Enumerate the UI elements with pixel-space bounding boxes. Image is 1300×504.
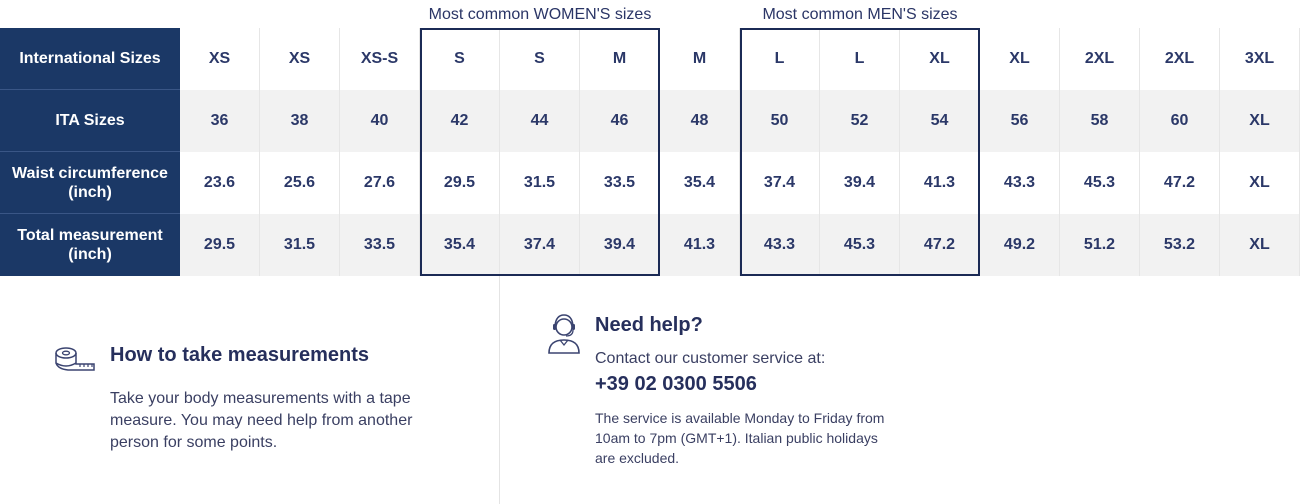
- table-cell: S: [500, 28, 580, 90]
- table-cell: 56: [980, 90, 1060, 152]
- table-cell: XL: [1220, 152, 1300, 214]
- section-divider: [499, 276, 500, 504]
- table-cell: 38: [260, 90, 340, 152]
- table-cell: 3XL: [1220, 28, 1300, 90]
- table-cell: 45.3: [820, 214, 900, 276]
- table-cell: XS-S: [340, 28, 420, 90]
- table-row: Waist circumference (inch) 23.6 25.6 27.6 29…: [0, 152, 1300, 214]
- table-cell: 44: [500, 90, 580, 152]
- table-cell: 41.3: [660, 214, 740, 276]
- table-cell: XS: [180, 28, 260, 90]
- table-cell: 53.2: [1140, 214, 1220, 276]
- table-cell: 39.4: [820, 152, 900, 214]
- table-cell: 36: [180, 90, 260, 152]
- table-cell: 41.3: [900, 152, 980, 214]
- measure-text: Take your body measurements with a tape …: [110, 390, 413, 451]
- table-cell: 2XL: [1140, 28, 1220, 90]
- table-cell: XL: [980, 28, 1060, 90]
- table-cell: 31.5: [260, 214, 340, 276]
- table-row: ITA Sizes 36 38 40 42 44 46 48 50 52 54 56 58 60 XL: [0, 90, 1300, 152]
- table-cell: 52: [820, 90, 900, 152]
- table-cell: 31.5: [500, 152, 580, 214]
- table-cell: 58: [1060, 90, 1140, 152]
- table-cell: XL: [1220, 214, 1300, 276]
- table-cell: 37.4: [500, 214, 580, 276]
- table-cell: 35.4: [660, 152, 740, 214]
- table-cell: 48: [660, 90, 740, 152]
- table-cell: 60: [1140, 90, 1220, 152]
- women-sizes-caption: Most common WOMEN'S sizes: [428, 6, 652, 23]
- table-cell: 37.4: [740, 152, 820, 214]
- tape-measure-icon: [54, 344, 96, 374]
- table-cell: 35.4: [420, 214, 500, 276]
- table-cell: L: [820, 28, 900, 90]
- help-contact-text: Contact our customer service at:: [595, 350, 826, 367]
- men-sizes-caption: Most common MEN'S sizes: [762, 6, 958, 23]
- table-cell: 46: [580, 90, 660, 152]
- row-header: International Sizes: [0, 28, 180, 90]
- customer-service-icon: [546, 312, 582, 354]
- table-cell: 40: [340, 90, 420, 152]
- table-cell: 49.2: [980, 214, 1060, 276]
- table-cell: 25.6: [260, 152, 340, 214]
- table-cell: 43.3: [740, 214, 820, 276]
- table-cell: 29.5: [180, 214, 260, 276]
- help-title: Need help?: [595, 314, 703, 336]
- table-cell: 39.4: [580, 214, 660, 276]
- table-cell: XS: [260, 28, 340, 90]
- table-cell: 33.5: [580, 152, 660, 214]
- table-cell: S: [420, 28, 500, 90]
- table-cell: 47.2: [900, 214, 980, 276]
- help-note: The service is available Monday to Frida…: [595, 410, 885, 466]
- table-cell: 43.3: [980, 152, 1060, 214]
- table-cell: 50: [740, 90, 820, 152]
- table-row: Total measurement (inch) 29.5 31.5 33.5 35.4…: [0, 214, 1300, 276]
- table-cell: 47.2: [1140, 152, 1220, 214]
- table-cell: M: [660, 28, 740, 90]
- size-table: International Sizes XS XS XS-S S S M M L L XL XL 2XL…: [0, 28, 1300, 276]
- table-cell: L: [740, 28, 820, 90]
- table-cell: 54: [900, 90, 980, 152]
- table-cell: M: [580, 28, 660, 90]
- table-cell: XL: [1220, 90, 1300, 152]
- table-cell: 29.5: [420, 152, 500, 214]
- table-cell: 45.3: [1060, 152, 1140, 214]
- table-cell: 33.5: [340, 214, 420, 276]
- table-cell: 2XL: [1060, 28, 1140, 90]
- row-header: Waist circumference (inch): [0, 152, 180, 214]
- table-cell: 51.2: [1060, 214, 1140, 276]
- table-cell: 23.6: [180, 152, 260, 214]
- row-header: ITA Sizes: [0, 90, 180, 152]
- table-row: International Sizes XS XS XS-S S S M M L L XL XL 2XL…: [0, 28, 1300, 90]
- table-cell: 27.6: [340, 152, 420, 214]
- table-cell: 42: [420, 90, 500, 152]
- measure-title: How to take measurements: [110, 344, 369, 366]
- table-cell: XL: [900, 28, 980, 90]
- row-header: Total measurement (inch): [0, 214, 180, 276]
- help-phone-link[interactable]: +39 02 0300 5506: [595, 373, 757, 395]
